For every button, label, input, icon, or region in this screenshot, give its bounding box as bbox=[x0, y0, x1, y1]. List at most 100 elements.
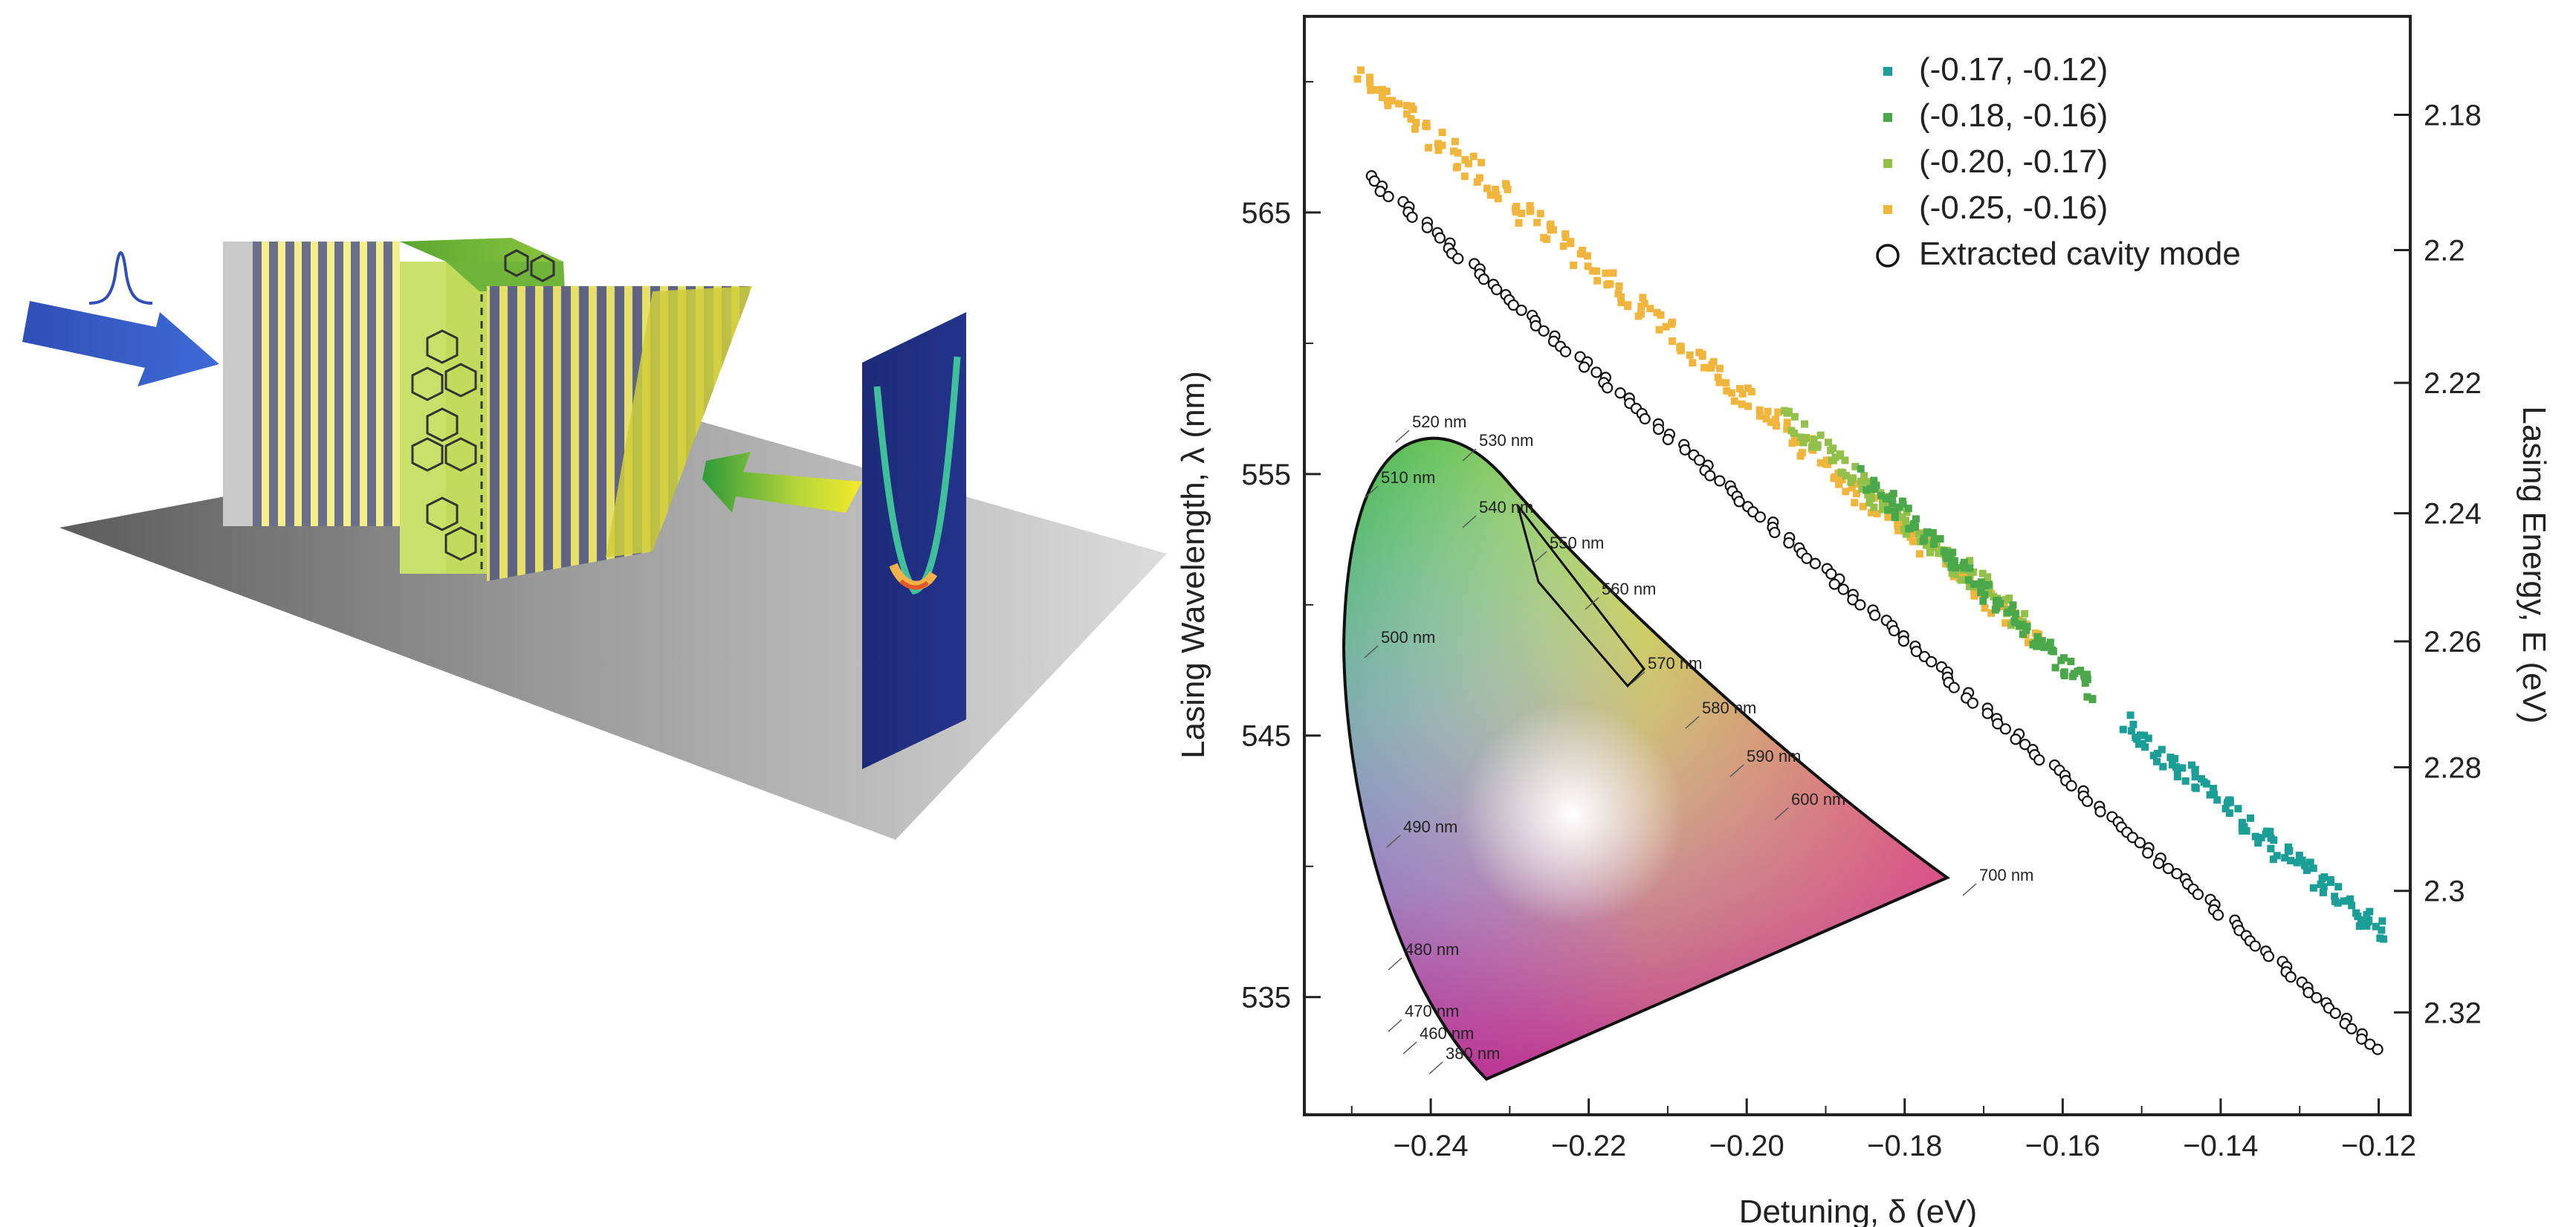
cavity-mode-point bbox=[2134, 837, 2146, 849]
y2-tick-label: 2.28 bbox=[2424, 751, 2482, 784]
data-point bbox=[1722, 379, 1730, 387]
data-point bbox=[2334, 883, 2343, 891]
data-point bbox=[1808, 443, 1816, 451]
input-arrow bbox=[22, 301, 219, 386]
data-point bbox=[1926, 548, 1934, 557]
y2-tick-label: 2.24 bbox=[2424, 498, 2482, 531]
cavity-mode-point bbox=[2285, 971, 2297, 983]
data-point bbox=[1689, 359, 1697, 367]
data-point bbox=[2331, 893, 2339, 901]
data-point bbox=[2210, 790, 2219, 798]
x-tick-label: −0.18 bbox=[1867, 1130, 1942, 1162]
cavity-mode-point bbox=[1897, 635, 1909, 647]
cavity-mode-point bbox=[2094, 806, 2106, 818]
data-point bbox=[2004, 608, 2012, 616]
green-top bbox=[446, 262, 565, 291]
data-point bbox=[2129, 720, 2138, 728]
data-point bbox=[1605, 280, 1613, 288]
data-point bbox=[1736, 384, 1744, 392]
data-point bbox=[2178, 764, 2187, 772]
data-point bbox=[1835, 480, 1843, 488]
data-point bbox=[1900, 525, 1908, 534]
cavity-mode-point bbox=[2329, 1007, 2341, 1019]
cavity-mode-point bbox=[1926, 655, 1938, 668]
legend-marker bbox=[1883, 113, 1892, 122]
cavity-mode-point bbox=[1374, 185, 1386, 198]
data-point bbox=[1790, 429, 1798, 437]
data-point bbox=[1370, 85, 1378, 94]
data-point bbox=[1796, 452, 1805, 460]
data-point bbox=[1858, 485, 1866, 493]
cavity-mode-point bbox=[2171, 867, 2183, 880]
cavity-mode-point bbox=[1559, 346, 1572, 357]
data-point bbox=[1966, 564, 1974, 572]
data-point bbox=[1841, 456, 1849, 464]
cavity-mode-point bbox=[2346, 1023, 2357, 1035]
data-point bbox=[2127, 727, 2135, 735]
cavity-mode-point bbox=[2065, 780, 2077, 791]
data-point bbox=[1981, 591, 1989, 599]
data-point bbox=[2126, 711, 2135, 719]
data-point bbox=[2049, 647, 2057, 655]
data-point bbox=[1883, 495, 1891, 503]
data-point bbox=[1930, 534, 1938, 543]
data-point bbox=[2234, 805, 2242, 813]
plot-frame bbox=[1303, 15, 2412, 1116]
data-point bbox=[2083, 693, 2091, 701]
cie-wavelength-label: 580 nm bbox=[1702, 699, 1756, 717]
data-point bbox=[1831, 473, 1839, 481]
data-point bbox=[1795, 438, 1803, 446]
data-point bbox=[2320, 883, 2328, 891]
data-point bbox=[2051, 664, 2059, 672]
data-point bbox=[2040, 643, 2048, 651]
data-point bbox=[1738, 400, 1746, 408]
cie-leader-line bbox=[1685, 716, 1700, 729]
data-point bbox=[2273, 852, 2281, 860]
data-point bbox=[1366, 79, 1374, 87]
data-point bbox=[1951, 570, 1959, 578]
legend-label: (-0.20, -0.17) bbox=[1919, 143, 2108, 180]
data-point bbox=[1882, 501, 1890, 509]
data-point bbox=[2293, 858, 2301, 867]
legend-marker bbox=[1883, 67, 1892, 76]
data-point bbox=[2001, 619, 2010, 627]
data-point bbox=[2046, 641, 2054, 650]
data-point bbox=[1570, 262, 1578, 270]
cavity-mode-point bbox=[1981, 708, 1993, 719]
data-point bbox=[2306, 858, 2314, 867]
cavity-mode-point bbox=[1491, 284, 1503, 296]
cavity-mode-point bbox=[2364, 1038, 2376, 1050]
data-point bbox=[1957, 576, 1965, 584]
data-point bbox=[2171, 754, 2179, 763]
data-point bbox=[1502, 181, 1510, 190]
data-point bbox=[1940, 547, 1948, 555]
data-point bbox=[1836, 450, 1845, 459]
data-point bbox=[1669, 337, 1677, 346]
cavity-mode-point bbox=[2302, 986, 2314, 999]
data-point bbox=[2083, 670, 2091, 679]
data-point bbox=[1527, 207, 1535, 215]
cie-wavelength-label: 520 nm bbox=[1412, 412, 1466, 431]
data-point bbox=[2213, 796, 2221, 804]
cie-leader-line bbox=[1428, 1061, 1443, 1075]
data-point bbox=[2309, 864, 2317, 873]
data-point bbox=[1764, 407, 1772, 415]
data-point bbox=[1870, 476, 1878, 485]
data-point bbox=[1738, 389, 1747, 398]
y2-tick-label: 2.18 bbox=[2424, 100, 2482, 132]
cavity-mode-point bbox=[1854, 599, 1866, 611]
data-point bbox=[1915, 550, 1923, 558]
data-point bbox=[2242, 827, 2250, 835]
data-point bbox=[1906, 525, 1915, 533]
data-point bbox=[1891, 514, 1899, 522]
data-point bbox=[1451, 137, 1459, 146]
data-point bbox=[1756, 412, 1764, 420]
cavity-mode-point bbox=[1614, 387, 1626, 399]
data-point bbox=[1483, 184, 1491, 192]
data-point bbox=[1847, 478, 1855, 486]
data-point bbox=[2141, 743, 2149, 751]
legend-label: (-0.17, -0.12) bbox=[1919, 51, 2108, 88]
cavity-mode-point bbox=[1783, 537, 1795, 549]
data-point bbox=[1877, 491, 1886, 499]
cie-leader-line bbox=[1729, 764, 1744, 777]
